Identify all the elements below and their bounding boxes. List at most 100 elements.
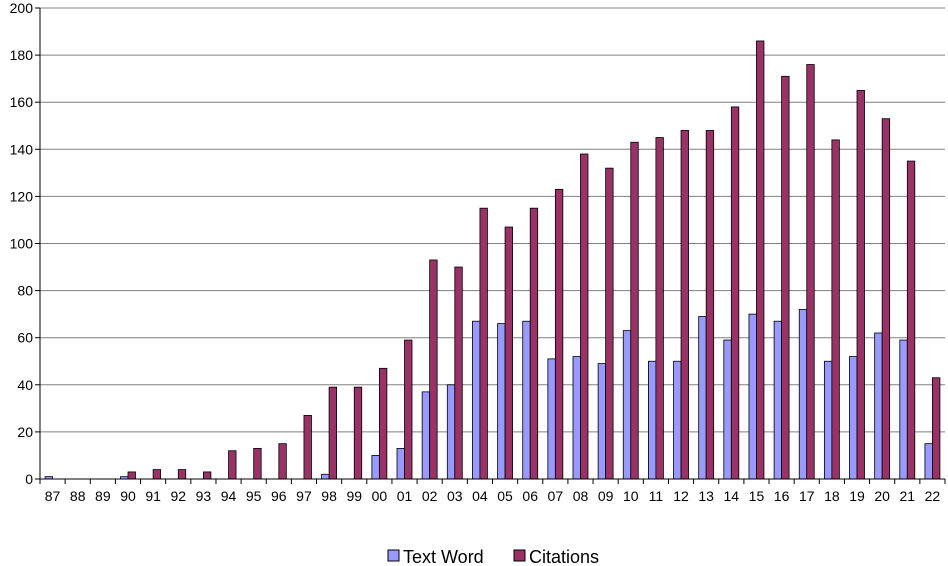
- x-tick-label: 09: [598, 488, 614, 504]
- x-tick-label: 18: [824, 488, 840, 504]
- bar-citations-93: [203, 471, 212, 480]
- x-tick-label: 87: [45, 488, 61, 504]
- bar-citations-18: [831, 139, 840, 480]
- bar-text-word-20: [874, 332, 883, 480]
- bar-text-word-02: [421, 391, 431, 480]
- bar-citations-15: [756, 40, 765, 480]
- x-tick-label: 05: [497, 488, 513, 504]
- bar-text-word-19: [849, 356, 858, 480]
- bar-text-word-09: [597, 363, 607, 480]
- bar-citations-19: [856, 90, 865, 480]
- bar-citations-16: [781, 75, 790, 480]
- bar-citations-08: [580, 153, 589, 480]
- bar-citations-17: [806, 64, 815, 480]
- bar-citations-99: [353, 386, 363, 480]
- bar-citations-91: [152, 469, 162, 480]
- bar-citations-97: [303, 415, 312, 480]
- bar-citations-92: [177, 469, 187, 480]
- bar-citations-20: [881, 118, 891, 480]
- y-tick-label: 200: [10, 0, 34, 16]
- axes: [35, 7, 946, 484]
- bar-text-word-10: [622, 330, 632, 480]
- x-tick-label: 89: [95, 488, 111, 504]
- x-tick-label: 06: [522, 488, 538, 504]
- y-tick-labels: 0 20 40 60 80 100 120 140 160 180 200: [10, 0, 34, 487]
- x-tick-label: 91: [145, 488, 161, 504]
- x-tick-label: 03: [447, 488, 463, 504]
- x-tick-label: 13: [698, 488, 714, 504]
- bar-citations-01: [404, 339, 413, 480]
- bar-citations-00: [378, 367, 388, 480]
- bar-text-word-15: [748, 313, 757, 480]
- y-tick-label: 100: [10, 236, 34, 252]
- bar-citations-07: [554, 188, 564, 480]
- y-tick-label: 80: [17, 283, 33, 299]
- bar-text-word-00: [371, 455, 380, 480]
- bar-citations-14: [730, 106, 740, 480]
- bar-text-word-22: [924, 443, 933, 480]
- x-tick-label: 97: [296, 488, 312, 504]
- y-tick-label: 60: [17, 330, 33, 346]
- legend: Text Word Citations: [387, 547, 599, 566]
- bar-text-word-16: [773, 320, 782, 480]
- x-tick-label: 92: [170, 488, 186, 504]
- legend-swatch-text-word: [387, 549, 400, 562]
- bar-text-word-14: [723, 339, 732, 480]
- x-tick-label: 15: [749, 488, 765, 504]
- x-tick-label: 10: [623, 488, 639, 504]
- gridlines: [40, 7, 945, 433]
- bar-text-word-13: [698, 316, 707, 480]
- bar-text-word-98: [321, 473, 330, 480]
- bar-citations-02: [429, 259, 438, 480]
- x-tick-label: 17: [799, 488, 815, 504]
- bar-citations-11: [655, 137, 664, 480]
- y-tick-label: 180: [10, 47, 34, 63]
- x-tick-label: 01: [397, 488, 413, 504]
- x-tick-label: 02: [422, 488, 438, 504]
- bar-citations-13: [705, 130, 715, 480]
- x-tick-label: 22: [925, 488, 941, 504]
- x-tick-label: 99: [346, 488, 362, 504]
- bar-citations-21: [906, 160, 916, 480]
- x-tick-label: 16: [774, 488, 790, 504]
- bar-citations-94: [228, 450, 237, 480]
- y-tick-label: 20: [17, 424, 33, 440]
- bar-text-word-11: [648, 360, 657, 480]
- x-tick-label: 96: [271, 488, 287, 504]
- y-tick-label: 160: [10, 94, 34, 110]
- x-tick-label: 95: [246, 488, 262, 504]
- bar-citations-10: [630, 141, 639, 480]
- bar-citations-05: [504, 226, 513, 480]
- bar-citations-22: [932, 377, 941, 480]
- bars: [44, 40, 941, 480]
- bar-text-word-03: [446, 384, 456, 480]
- x-tick-label: 93: [196, 488, 212, 504]
- bar-text-word-04: [472, 320, 481, 480]
- x-tick-label: 14: [724, 488, 740, 504]
- bar-text-word-08: [572, 356, 581, 480]
- bar-citations-03: [454, 266, 463, 480]
- x-tick-label: 21: [900, 488, 916, 504]
- x-tick-label: 12: [673, 488, 689, 504]
- bar-citations-96: [278, 443, 287, 480]
- bar-text-word-05: [497, 323, 506, 480]
- x-tick-label: 90: [120, 488, 136, 504]
- bar-citations-06: [529, 207, 539, 480]
- x-tick-label: 19: [849, 488, 865, 504]
- bar-text-word-06: [522, 320, 531, 480]
- x-tick-label: 20: [874, 488, 890, 504]
- bar-text-word-07: [547, 358, 556, 480]
- y-tick-label: 120: [10, 188, 34, 204]
- bar-text-word-01: [396, 447, 405, 480]
- y-tick-label: 40: [17, 377, 33, 393]
- x-tick-label: 07: [548, 488, 564, 504]
- y-tick-label: 0: [25, 471, 33, 487]
- legend-label-citations: Citations: [529, 547, 599, 566]
- bar-citations-98: [328, 386, 337, 480]
- legend-swatch-citations: [513, 549, 526, 562]
- x-tick-label: 98: [321, 488, 337, 504]
- x-tick-label: 11: [649, 488, 664, 504]
- x-tick-labels: 87 88 89 90 91 92 93 94 95 96 97 98 99 00 01 02 03 04 05 06…: [45, 488, 941, 504]
- bar-text-word-21: [899, 339, 908, 480]
